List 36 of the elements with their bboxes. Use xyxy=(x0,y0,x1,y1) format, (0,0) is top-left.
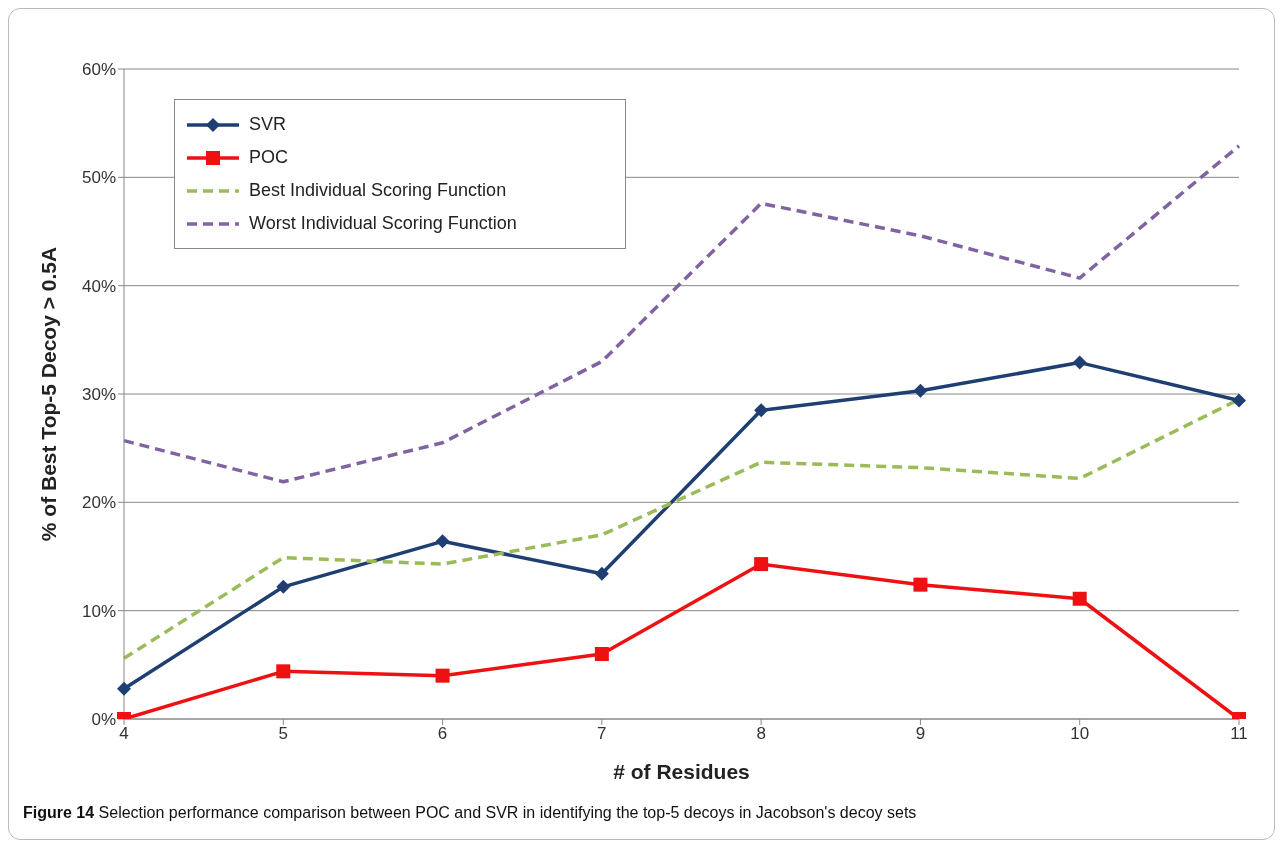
x-tick-label: 7 xyxy=(597,724,607,744)
point xyxy=(276,579,291,594)
y-tick-label: 50% xyxy=(81,168,116,188)
y-axis-title: % of Best Top-5 Decoy > 0.5A xyxy=(37,246,61,542)
x-axis-title: # of Residues xyxy=(613,760,750,783)
y-tick-label: 40% xyxy=(81,276,116,296)
y-tick-label: 0% xyxy=(91,710,116,730)
legend-label: SVR xyxy=(249,114,287,135)
legend-label: POC xyxy=(249,147,289,168)
point xyxy=(913,383,928,398)
point xyxy=(1072,591,1087,606)
point xyxy=(913,577,928,592)
y-tick-label: 60% xyxy=(81,60,116,80)
point xyxy=(276,664,291,679)
y-tick-label: 20% xyxy=(81,493,116,513)
x-tick-label: 9 xyxy=(915,724,926,744)
point xyxy=(435,534,450,549)
x-tick-label: 8 xyxy=(756,724,766,744)
point xyxy=(1232,393,1246,408)
point xyxy=(117,681,131,696)
x-tick-label: 4 xyxy=(119,724,129,744)
point xyxy=(594,647,609,661)
point xyxy=(594,566,609,581)
x-tick-label: 10 xyxy=(1070,724,1090,744)
legend-label: Worst Individual Scoring Function xyxy=(249,213,517,234)
caption: Figure 14 Selection performance comparison between POC and SVR in identifying the top-5 decoys in Jacobson's decoy sets xyxy=(23,804,917,822)
point xyxy=(754,403,769,418)
x-tick-label: 6 xyxy=(437,724,448,744)
y-tick-label: 10% xyxy=(81,601,116,621)
point xyxy=(1072,355,1087,370)
x-tick-label: 11 xyxy=(1230,724,1248,744)
y-tick-label: 30% xyxy=(81,385,116,405)
point xyxy=(754,557,769,572)
x-tick-label: 5 xyxy=(278,724,289,744)
point xyxy=(435,668,450,683)
legend-label: Best Individual Scoring Function xyxy=(249,180,507,201)
